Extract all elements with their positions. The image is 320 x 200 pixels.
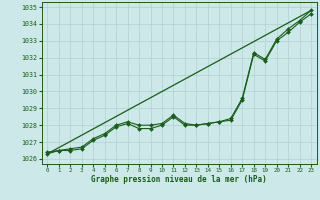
X-axis label: Graphe pression niveau de la mer (hPa): Graphe pression niveau de la mer (hPa): [91, 175, 267, 184]
